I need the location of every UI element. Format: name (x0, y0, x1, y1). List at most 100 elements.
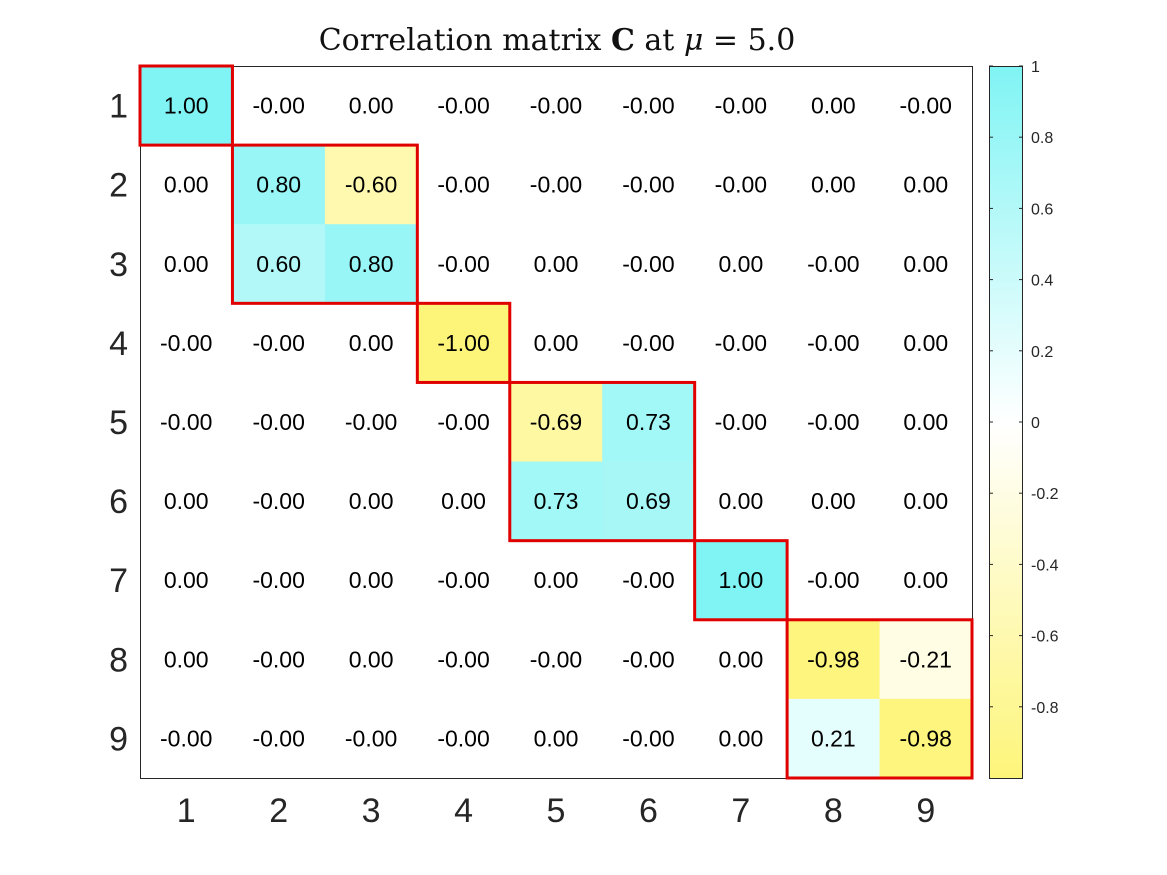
cell-value-label: -0.00 (807, 251, 859, 277)
block-outline (508, 380, 697, 543)
cell-value-label: -0.00 (807, 409, 859, 435)
colorbar-tick-label: -0.8 (1031, 700, 1059, 717)
heatmap-cell (324, 145, 418, 225)
heatmap-cell (879, 224, 973, 304)
cell-value-label: -0.00 (160, 725, 212, 751)
colorbar-tick-label: 1 (1031, 59, 1040, 76)
block-outline (138, 64, 234, 147)
cell-value-label: 0.00 (903, 172, 948, 198)
heatmap-cell (324, 619, 418, 700)
colorbar-tick-label: -0.4 (1031, 557, 1059, 574)
heatmap-cell (140, 461, 233, 542)
block-outline (415, 301, 512, 384)
colorbar-tick-label: 0.8 (1031, 130, 1053, 147)
heatmap-cell (232, 145, 326, 225)
heatmap-cell (602, 66, 696, 146)
cell-value-label: -0.00 (715, 409, 767, 435)
title-suffix: = 5.0 (703, 23, 795, 58)
cell-value-label: 0.69 (626, 488, 671, 514)
column-tick-label: 6 (639, 792, 658, 830)
cell-value-label: 0.80 (349, 251, 394, 277)
cell-value-label: 0.00 (349, 330, 394, 356)
cell-value-label: 0.00 (719, 488, 764, 514)
row-tick-label: 9 (109, 720, 128, 758)
cell-value-label: -0.00 (252, 725, 304, 751)
cell-value-label: 0.00 (903, 330, 948, 356)
chart-title: Correlation matrix C at μ = 5.0 (319, 23, 796, 58)
cell-value-label: -0.00 (437, 567, 489, 593)
cell-value-label: -0.00 (715, 172, 767, 198)
cell-value-label: -0.00 (622, 93, 674, 119)
cell-value-label: 1.00 (164, 93, 209, 119)
cell-value-label: -0.69 (530, 409, 582, 435)
heatmap-cell (602, 382, 696, 463)
heatmap-cell (694, 224, 788, 304)
heatmap-cell (602, 145, 696, 225)
heatmap-cell (787, 224, 881, 304)
colorbar: 1 0.8 0.6 0.4 0.2 0 -0.2 -0.4 -0.6 -0.8 (989, 59, 1059, 779)
cell-value-label: -0.00 (437, 93, 489, 119)
cell-value-label: 0.00 (903, 409, 948, 435)
heatmap-cell (787, 303, 881, 383)
row-tick-label: 2 (109, 167, 128, 205)
cell-value-label: -0.00 (622, 646, 674, 672)
heatmap-cell (509, 224, 603, 304)
column-tick-label: 2 (269, 792, 288, 830)
cell-value-label: 0.00 (811, 172, 856, 198)
column-tick-label: 3 (362, 792, 381, 830)
row-tick-label: 8 (109, 641, 128, 679)
heatmap-cell (417, 145, 511, 225)
heatmap-cell (140, 619, 233, 700)
plot-frame (140, 66, 973, 779)
heatmap-cell (417, 382, 511, 463)
heatmap-cell (232, 461, 326, 542)
cell-value-label: -0.00 (900, 93, 952, 119)
column-tick-label: 5 (547, 792, 566, 830)
cell-value-label: 0.00 (441, 488, 486, 514)
heatmap-cell (140, 66, 233, 146)
heatmap-cell (232, 224, 326, 304)
cell-value-label: -0.00 (160, 330, 212, 356)
row-tick-label: 6 (109, 483, 128, 521)
column-tick-label: 8 (824, 792, 843, 830)
heatmap-cell (879, 382, 973, 463)
cell-value-label: 0.00 (349, 646, 394, 672)
cell-value-label: -0.00 (252, 567, 304, 593)
heatmap-cell (509, 619, 603, 700)
heatmap-cell (140, 540, 233, 621)
column-tick-label: 4 (454, 792, 473, 830)
heatmap-cell (879, 540, 973, 621)
heatmap-cell (602, 461, 696, 542)
heatmap-cell (694, 382, 788, 463)
cell-value-label: -0.00 (437, 172, 489, 198)
cell-value-label: -0.98 (807, 646, 859, 672)
heatmap-cell (324, 698, 418, 779)
heatmap-cell (232, 382, 326, 463)
cell-value-label: 0.80 (256, 172, 301, 198)
colorbar-gradient (989, 66, 1023, 779)
cell-value-label: -0.00 (807, 567, 859, 593)
cell-value-label: -0.00 (807, 330, 859, 356)
cell-value-label: 0.00 (164, 567, 209, 593)
cell-value-label: 0.60 (256, 251, 301, 277)
cell-value-label: -0.00 (252, 409, 304, 435)
heatmap-cell (509, 303, 603, 383)
cell-value-label: -0.00 (622, 725, 674, 751)
column-tick-label: 9 (916, 792, 935, 830)
cell-value-label: 0.00 (349, 567, 394, 593)
cell-value-label: 0.00 (534, 567, 579, 593)
cell-value-label: 0.00 (534, 330, 579, 356)
title-matrix-symbol: C (611, 23, 635, 58)
cell-value-label: -0.00 (345, 409, 397, 435)
cell-value-label: 0.00 (811, 488, 856, 514)
block-outlines (138, 64, 974, 780)
colorbar-ticks: 1 0.8 0.6 0.4 0.2 0 -0.2 -0.4 -0.6 -0.8 (989, 59, 1059, 717)
cell-value-label: -0.60 (345, 172, 397, 198)
heatmap-cell (509, 145, 603, 225)
cell-value-label: -0.21 (900, 646, 952, 672)
cell-value-label: -0.00 (715, 330, 767, 356)
cell-value-label: 0.00 (719, 251, 764, 277)
row-tick-label: 3 (109, 246, 128, 284)
cell-value-label: 0.73 (626, 409, 671, 435)
heatmap-cell (324, 224, 418, 304)
